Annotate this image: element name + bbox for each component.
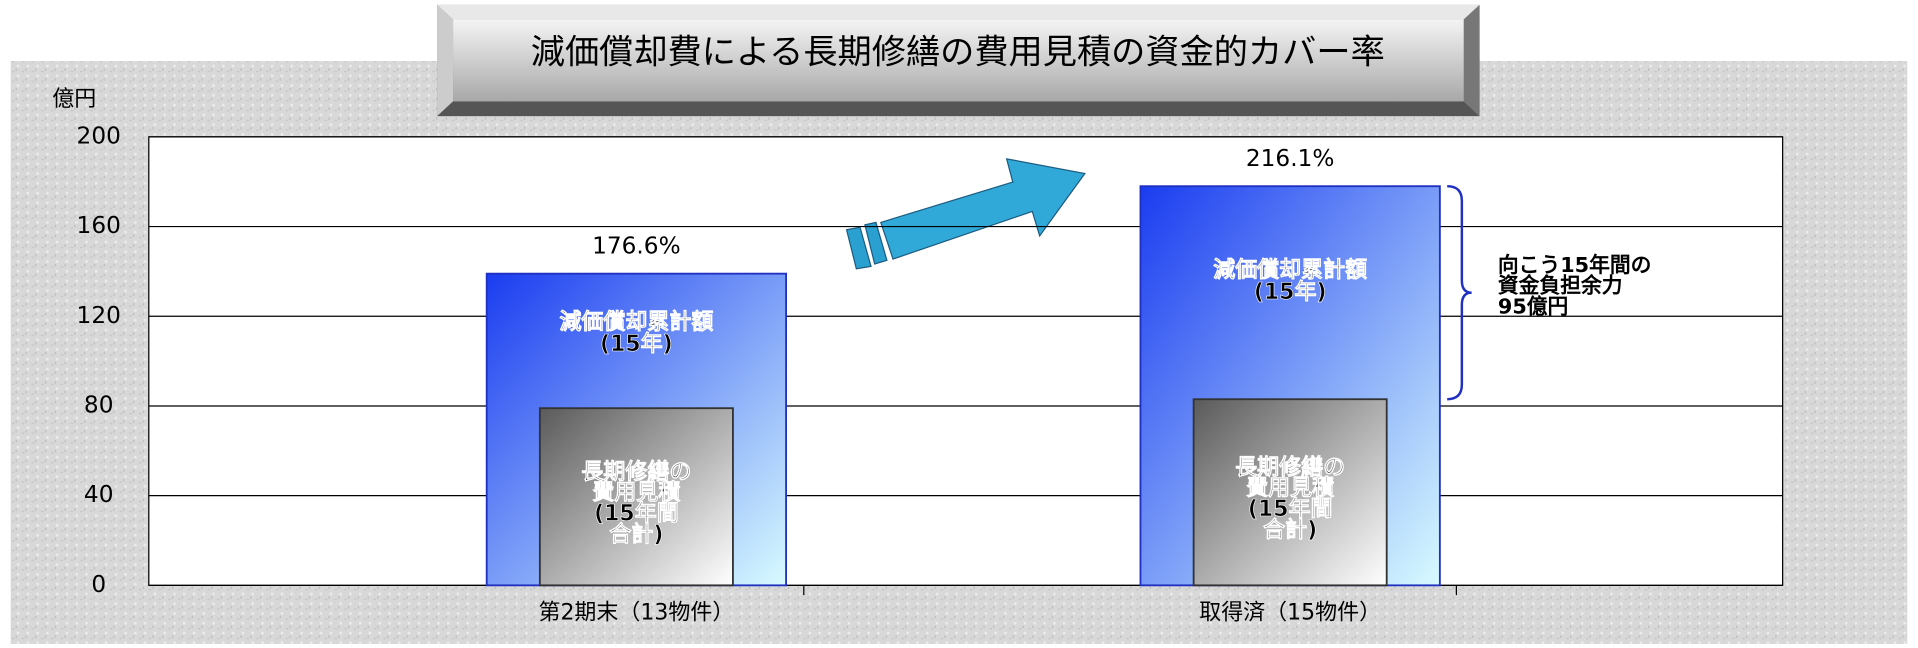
bar (538, 407, 734, 587)
y-tick-label: 200 (77, 122, 121, 149)
title-box (437, 4, 1480, 117)
x-tick-label: 第2期末（13物件） (538, 600, 734, 625)
series-label: 減価償却累計額(15年) (1213, 257, 1367, 305)
ratio-label: 176.6% (592, 232, 680, 259)
chart-title: 減価償却費による長期修繕の費用見積の資金的カバー率 (531, 32, 1385, 72)
series-label: 長期修繕の費用見積(15年間合計) (581, 459, 691, 547)
bar (1192, 398, 1388, 587)
annotation: 向こう15年間の資金負担余力 95億円 (1498, 253, 1652, 319)
brace (1447, 184, 1472, 401)
series-label: 長期修繕の費用見積(15年間合計) (1235, 454, 1345, 542)
y-tick-label: 80 (84, 391, 114, 418)
y-tick-label: 0 (91, 571, 106, 598)
x-tick-label: 取得済（15物件） (1199, 600, 1381, 625)
ratio-label: 216.1% (1246, 145, 1334, 172)
series-label: 減価償却累計額(15年) (559, 309, 713, 357)
y-tick-label: 160 (77, 212, 121, 239)
y-tick-label: 40 (84, 481, 114, 508)
trend-arrow (845, 158, 1086, 270)
y-tick-label: 120 (77, 302, 121, 329)
y-unit: 億円 (52, 87, 96, 112)
